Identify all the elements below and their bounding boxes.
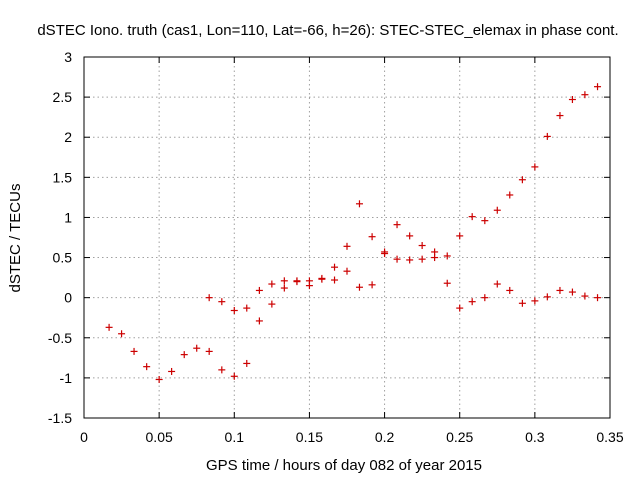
data-point [293,277,301,285]
y-tick-label: 2.5 [53,89,73,105]
data-point [518,299,526,307]
plot-frame [83,56,611,419]
data-point [381,248,389,256]
data-point [205,347,213,355]
data-point [255,286,263,294]
data-point [268,300,276,308]
x-tick-label: 0.05 [146,429,173,445]
y-axis-label: dSTEC / TECUs [7,184,24,293]
data-point [193,344,201,352]
data-point [556,112,564,120]
data-point [368,233,376,241]
data-point [431,248,439,256]
x-tick-label: 0.2 [375,429,395,445]
data-point [393,221,401,229]
x-tick-label: 0 [80,429,88,445]
y-tick-label: 2 [64,129,72,145]
y-tick-label: 1 [64,209,72,225]
data-point [481,294,489,302]
x-axis-label: GPS time / hours of day 082 of year 2015 [206,457,482,474]
data-point [418,255,426,263]
y-tick-label: -1 [60,370,73,386]
data-point [243,359,251,367]
y-tick-label: 3 [64,49,72,65]
data-point [543,293,551,301]
data-point [468,298,476,306]
data-point [406,256,414,264]
data-point [180,351,188,359]
data-point [205,294,213,302]
x-tick-label: 0.15 [296,429,323,445]
data-point [168,367,176,375]
data-point [155,375,163,383]
data-point [568,288,576,296]
axes-ticks: 0 0.05 0.1 0.15 0.2 0.25 0.3 0.35 -1.5 -1 -0.5 0 0.5… [48,49,624,445]
data-point [230,372,238,380]
data-point [218,298,226,306]
data-point [368,281,376,289]
y-tick-label: -0.5 [48,330,72,346]
data-point [506,286,514,294]
data-point [280,284,288,292]
data-point [506,191,514,199]
data-point [143,363,151,371]
data-point [343,242,351,250]
data-point [355,283,363,291]
data-point [230,307,238,315]
data-point [556,286,564,294]
data-point [581,292,589,300]
x-tick-label: 0.25 [446,429,473,445]
y-tick-label: 0 [64,290,72,306]
chart-title: dSTEC Iono. truth (cas1, Lon=110, Lat=-6… [37,22,618,39]
data-point [355,200,363,208]
data-point [105,323,113,331]
data-point [543,132,551,140]
data-point [493,206,501,214]
data-point [280,277,288,285]
data-point [331,276,339,284]
data-point [456,232,464,240]
data-point [493,280,501,288]
data-point [531,163,539,171]
data-point [456,304,464,312]
data-point [305,277,313,285]
data-point [594,294,602,302]
y-tick-label: -1.5 [48,410,72,426]
data-point [481,217,489,225]
data-point [130,347,138,355]
data-point [255,317,263,325]
x-tick-label: 0.1 [225,429,245,445]
data-point [581,91,589,99]
x-tick-label: 0.3 [525,429,545,445]
data-point [531,297,539,305]
data-point [418,242,426,250]
data-point [568,96,576,104]
grid [84,57,610,418]
data-point [443,279,451,287]
data-point [393,255,401,263]
data-point [331,263,339,271]
data-point [406,232,414,240]
data-point [443,252,451,260]
data-point [268,280,276,288]
data-point [468,213,476,221]
data-point [118,330,126,338]
y-tick-label: 0.5 [53,250,73,266]
data-points [105,83,602,383]
data-point [343,267,351,275]
data-point [594,83,602,91]
data-point [243,304,251,312]
data-point [518,176,526,184]
data-point [218,366,226,374]
y-tick-label: 1.5 [53,169,73,185]
data-point [318,274,326,282]
x-tick-label: 0.35 [596,429,623,445]
